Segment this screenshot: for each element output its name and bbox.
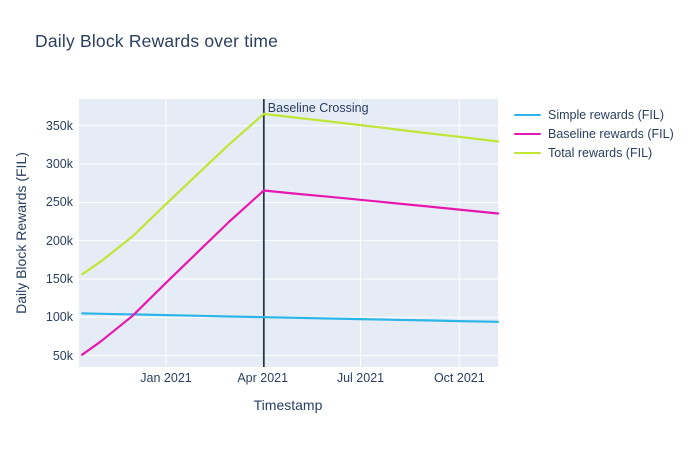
x-axis-title: Timestamp bbox=[253, 397, 323, 413]
series-line-baseline-rewards-fil[interactable] bbox=[81, 189, 500, 356]
legend-line-swatch bbox=[514, 113, 541, 116]
series-line-total-rewards-fil[interactable] bbox=[81, 112, 500, 276]
y-tick-label: 250k bbox=[45, 195, 73, 210]
chart-title: Daily Block Rewards over time bbox=[35, 31, 279, 51]
x-tick-label: Apr 2021 bbox=[237, 371, 289, 385]
legend-line-swatch bbox=[514, 132, 541, 135]
legend-item-total-rewards-fil[interactable]: Total rewards (FIL) bbox=[514, 143, 674, 162]
legend-label: Baseline rewards (FIL) bbox=[548, 126, 674, 141]
legend-line-swatch bbox=[514, 151, 541, 154]
y-tick-label: 150k bbox=[45, 271, 73, 286]
legend-item-baseline-rewards-fil[interactable]: Baseline rewards (FIL) bbox=[514, 124, 674, 143]
legend-label: Total rewards (FIL) bbox=[548, 145, 653, 160]
plot-area[interactable] bbox=[79, 99, 500, 367]
y-tick-label: 200k bbox=[45, 233, 73, 248]
y-tick-label: 100k bbox=[45, 310, 73, 325]
y-tick-label: 350k bbox=[45, 118, 73, 133]
legend-label: Simple rewards (FIL) bbox=[548, 107, 664, 122]
legend-item-simple-rewards-fil[interactable]: Simple rewards (FIL) bbox=[514, 105, 674, 124]
x-tick-label: Jul 2021 bbox=[336, 371, 385, 385]
x-tick-label: Oct 2021 bbox=[433, 371, 485, 385]
baseline-crossing-annotation: Baseline Crossing bbox=[267, 101, 369, 115]
y-tick-label: 50k bbox=[52, 348, 73, 363]
x-tick-label: Jan 2021 bbox=[140, 371, 192, 385]
plot-canvas[interactable] bbox=[79, 99, 500, 367]
y-tick-label: 300k bbox=[45, 157, 73, 172]
series-line-simple-rewards-fil[interactable] bbox=[81, 312, 500, 323]
legend: Simple rewards (FIL) Baseline rewards (FI… bbox=[514, 105, 674, 162]
